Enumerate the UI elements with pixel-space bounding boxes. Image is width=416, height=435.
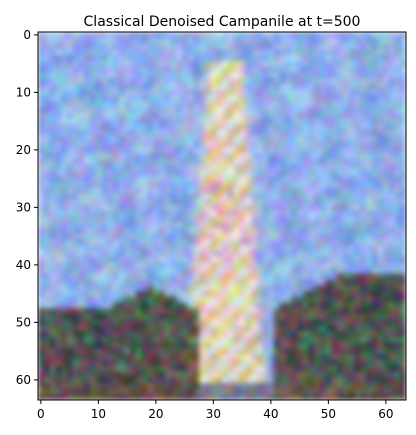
plot-frame: [37, 31, 407, 401]
chart-title: Classical Denoised Campanile at t=500: [84, 14, 361, 30]
x-axis: 0 10 20 30 40 50 60: [37, 400, 394, 421]
y-tick-label: 30: [16, 200, 31, 214]
x-tick-label: 30: [206, 407, 221, 421]
x-tick-label: 0: [37, 407, 45, 421]
x-tick-label: 10: [91, 407, 106, 421]
x-tick-label: 60: [378, 407, 393, 421]
heatmap-raster: [38, 32, 406, 400]
y-tick-label: 20: [16, 143, 31, 157]
x-tick-label: 20: [148, 407, 163, 421]
y-tick-label: 0: [23, 28, 31, 42]
y-tick-label: 50: [16, 315, 31, 329]
y-tick-label: 40: [16, 258, 31, 272]
y-tick-label: 10: [16, 85, 31, 99]
y-axis: 0 10 20 30 40 50 60: [16, 28, 38, 387]
y-tick-label: 60: [16, 373, 31, 387]
x-tick-label: 50: [321, 407, 336, 421]
x-tick-label: 40: [263, 407, 278, 421]
heatmap-image: [38, 32, 406, 400]
